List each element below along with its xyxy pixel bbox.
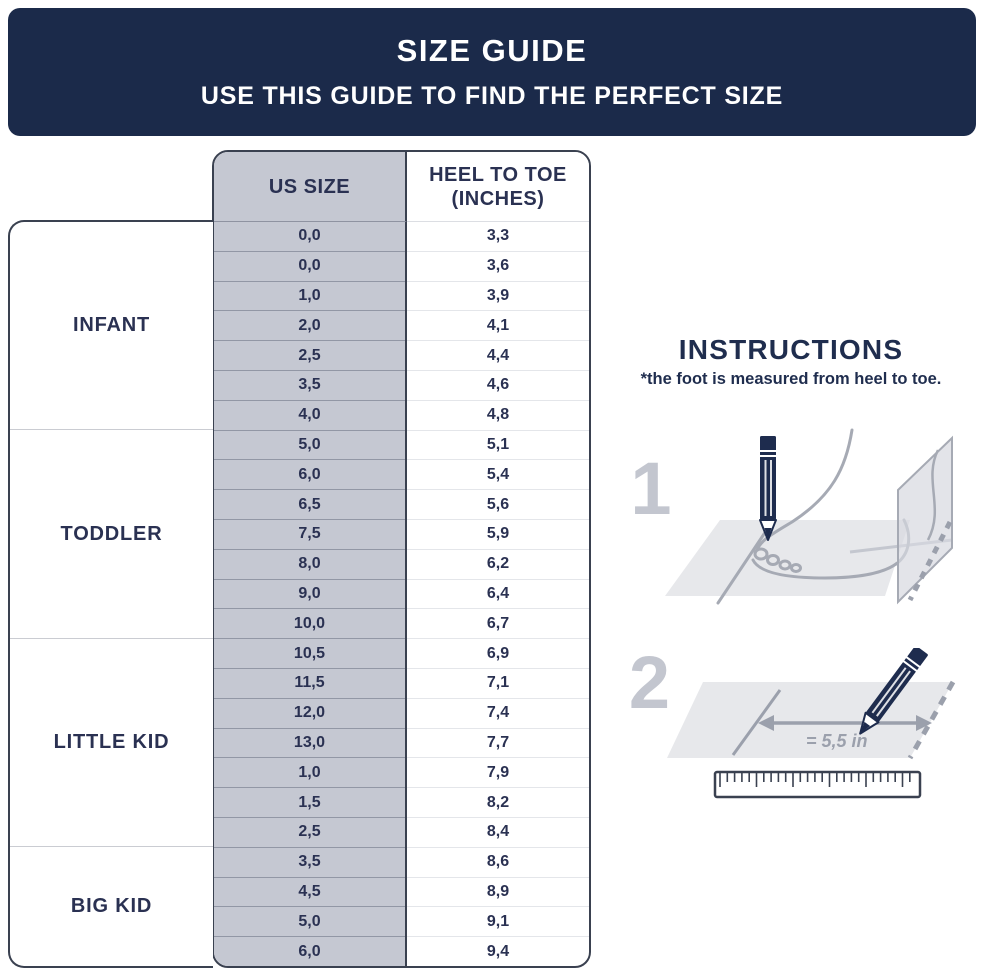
us-size-cell: 13,0 <box>214 729 405 759</box>
heel-to-toe-cell: 9,4 <box>486 942 510 960</box>
instructions-title: INSTRUCTIONS <box>678 334 904 365</box>
group-toddler: TODDLER <box>10 430 213 639</box>
heel-to-toe-cell: 8,4 <box>407 818 589 848</box>
heel-to-toe-cell: 3,9 <box>407 282 589 312</box>
us-size-cell: 0,0 <box>214 222 405 252</box>
measurement-label: = 5,5 in <box>806 731 868 751</box>
heel-to-toe-cell: 9,1 <box>407 907 589 938</box>
us-size-cell: 6,0 <box>298 942 321 960</box>
heel-to-toe-cell: 5,1 <box>407 431 589 461</box>
heel-to-toe-cell: 8,2 <box>407 788 589 818</box>
heel-to-toe-cell: 7,7 <box>407 729 589 759</box>
step-1-number: 1 <box>630 447 672 530</box>
wall-panel <box>897 435 953 605</box>
ruler-ticks <box>719 773 911 787</box>
us-size-cell: 5,0 <box>214 431 405 461</box>
us-size-cell: 2,5 <box>214 818 405 848</box>
us-size-cell: 6,0 <box>214 460 405 491</box>
us-size-cell: 10,0 <box>214 609 405 640</box>
heel-to-toe-cell: 5,4 <box>407 460 589 491</box>
us-size-cell: 4,0 <box>214 401 405 431</box>
pencil-icon <box>859 648 928 735</box>
heel-to-toe-cell: 3,3 <box>407 222 589 252</box>
group-label: LITTLE KID <box>53 731 170 754</box>
us-size-cell: 10,5 <box>214 639 405 669</box>
heel-to-toe-cell: 6,7 <box>407 609 589 640</box>
dashed-paper-edge <box>907 520 953 602</box>
step-2-illustration: = 5,5 in <box>667 648 956 799</box>
page-title: SIZE GUIDE <box>396 33 588 68</box>
us-size-cell: 11,5 <box>214 669 405 699</box>
measure-arrow <box>731 689 932 756</box>
pencil-icon <box>759 436 777 541</box>
us-size-cell: 5,0 <box>214 907 405 938</box>
us-size-cell: 1,0 <box>214 758 405 789</box>
us-size-cell: 12,0 <box>214 699 405 729</box>
us-size-cell: 1,5 <box>214 788 405 818</box>
us-size-cell: 0,0 <box>214 252 405 282</box>
heel-header-line1: HEEL TO TOE <box>429 163 567 186</box>
us-size-cell: 3,5 <box>214 371 405 401</box>
heel-to-toe-cell: 7,4 <box>407 699 589 729</box>
heel-to-toe-cell: 4,4 <box>407 341 589 371</box>
paper-sheet <box>665 520 910 596</box>
us-size-cell: 3,5 <box>214 848 405 878</box>
us-size-cell: 2,0 <box>214 311 405 342</box>
heel-to-toe-cell: 4,6 <box>407 371 589 401</box>
instructions-note: *the foot is measured from heel to toe. <box>640 370 942 388</box>
heel-to-toe-cell: 8,6 <box>407 848 589 878</box>
us-size-cell: 8,0 <box>214 550 405 580</box>
heel-to-toe-column-header: HEEL TO TOE (INCHES) <box>407 152 589 222</box>
page-subtitle: USE THIS GUIDE TO FIND THE PERFECT SIZE <box>200 82 784 110</box>
size-table: US SIZE HEEL TO TOE (INCHES) 0,0 0,0 1,0 2,… <box>212 150 591 968</box>
us-size-cell: 9,0 <box>214 580 405 610</box>
step-2-number: 2 <box>628 641 671 724</box>
heel-to-toe-cell: 4,1 <box>407 311 589 342</box>
heel-to-toe-cell: 5,6 <box>407 490 589 520</box>
group-little-kid: LITTLE KID <box>10 639 213 848</box>
dashed-paper-edge <box>907 680 956 760</box>
us-size-cell: 1,0 <box>214 282 405 312</box>
us-size-rows: 0,0 0,0 1,0 2,0 2,5 3,5 4,0 5,0 6,0 6,5 7,5 8,0 9,0 1… <box>214 222 407 966</box>
heel-header-line2: (INCHES) <box>451 187 545 210</box>
heel-to-toe-cell: 6,9 <box>407 639 589 669</box>
step-1-illustration <box>665 428 953 605</box>
group-column: INFANT TODDLER LITTLE KID BIG KID <box>8 220 213 968</box>
heel-curve-on-wall <box>926 449 940 541</box>
group-label: INFANT <box>72 314 151 337</box>
group-label: BIG KID <box>70 895 153 918</box>
drawn-line <box>716 526 770 605</box>
heel-to-toe-cell: 7,1 <box>407 669 589 699</box>
group-label: TODDLER <box>60 522 163 545</box>
us-size-cell: 4,5 <box>214 878 405 908</box>
group-infant: INFANT <box>10 222 213 431</box>
ruler-icon <box>713 770 922 799</box>
group-big-kid: BIG KID <box>10 847 213 966</box>
heel-to-toe-cell: 5,9 <box>407 520 589 550</box>
table-body: 0,0 0,0 1,0 2,0 2,5 3,5 4,0 5,0 6,0 6,5 7,5 8,0 9,0 1… <box>214 222 589 966</box>
heel-rows: 3,3 3,6 3,9 4,1 4,4 4,6 4,8 5,1 5,4 5,6 5,9 6,2 6,4 6… <box>407 222 589 966</box>
us-size-cell: 6,5 <box>214 490 405 520</box>
heel-to-toe-cell: 4,8 <box>407 401 589 431</box>
header-banner: SIZE GUIDE USE THIS GUIDE TO FIND THE PE… <box>8 8 976 136</box>
heel-to-toe-cell: 3,6 <box>407 252 589 282</box>
table-header-row: US SIZE HEEL TO TOE (INCHES) <box>214 152 589 222</box>
heel-to-toe-cell: 7,9 <box>407 758 589 789</box>
heel-to-toe-cell: 6,4 <box>407 580 589 610</box>
us-size-cell: 2,5 <box>214 341 405 371</box>
us-size-cell: 7,5 <box>214 520 405 550</box>
us-size-header-label: US SIZE <box>268 175 351 198</box>
heel-to-toe-cell: 6,2 <box>407 550 589 580</box>
heel-to-toe-cell: 8,9 <box>407 878 589 908</box>
us-size-column-header: US SIZE <box>214 152 407 222</box>
